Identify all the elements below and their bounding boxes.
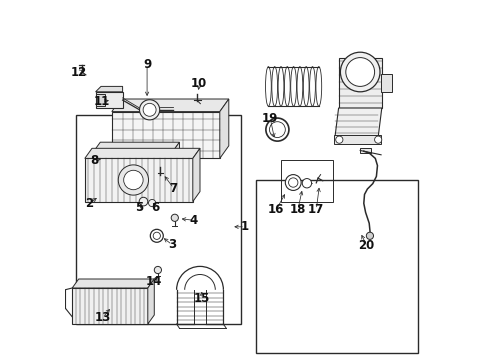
Circle shape (123, 170, 143, 190)
Circle shape (374, 136, 382, 143)
Circle shape (341, 52, 380, 92)
Text: 12: 12 (71, 66, 87, 78)
Circle shape (140, 100, 160, 120)
Circle shape (302, 179, 312, 188)
Circle shape (336, 136, 343, 143)
Text: 6: 6 (151, 201, 160, 213)
Circle shape (367, 232, 373, 239)
Bar (381, 74, 392, 92)
Bar (96, 92, 122, 108)
Text: 7: 7 (170, 182, 178, 195)
Polygon shape (85, 148, 200, 158)
Polygon shape (220, 99, 229, 158)
Polygon shape (173, 142, 179, 184)
Text: 10: 10 (191, 77, 207, 90)
Circle shape (154, 266, 162, 274)
Circle shape (285, 175, 301, 190)
Text: 5: 5 (135, 201, 143, 213)
Circle shape (150, 229, 163, 242)
Text: 14: 14 (146, 275, 163, 288)
Bar (281, 160, 333, 202)
Bar (94, 151, 173, 184)
Polygon shape (335, 108, 382, 137)
Circle shape (118, 165, 148, 195)
Text: 16: 16 (268, 203, 285, 216)
Polygon shape (193, 148, 200, 202)
Circle shape (346, 58, 374, 86)
Bar (112, 112, 220, 158)
Text: 1: 1 (241, 220, 249, 233)
Polygon shape (96, 86, 122, 92)
Text: 17: 17 (308, 203, 324, 216)
Bar (96, 94, 104, 106)
Circle shape (289, 178, 298, 187)
Bar (256, 180, 418, 353)
Circle shape (139, 197, 148, 206)
Text: 4: 4 (190, 214, 198, 227)
Text: 3: 3 (168, 238, 176, 251)
Circle shape (270, 122, 285, 138)
Bar (334, 135, 381, 144)
Polygon shape (112, 99, 229, 112)
Text: 8: 8 (90, 154, 98, 167)
Text: 19: 19 (262, 112, 278, 125)
Circle shape (143, 103, 156, 116)
Polygon shape (148, 279, 154, 324)
Bar (76, 115, 242, 324)
Text: 2: 2 (85, 197, 94, 210)
Circle shape (171, 214, 178, 221)
Circle shape (153, 232, 160, 239)
Circle shape (266, 118, 289, 141)
Polygon shape (94, 142, 179, 151)
Text: 18: 18 (290, 203, 306, 216)
Text: 13: 13 (95, 311, 111, 324)
Bar (339, 58, 382, 108)
Polygon shape (72, 279, 154, 288)
Circle shape (148, 199, 156, 207)
Text: 11: 11 (94, 95, 110, 108)
Bar (360, 148, 371, 153)
Bar (85, 158, 193, 202)
Polygon shape (72, 288, 148, 324)
Text: 9: 9 (143, 58, 151, 71)
Text: 20: 20 (359, 239, 375, 252)
Text: 15: 15 (194, 292, 210, 305)
